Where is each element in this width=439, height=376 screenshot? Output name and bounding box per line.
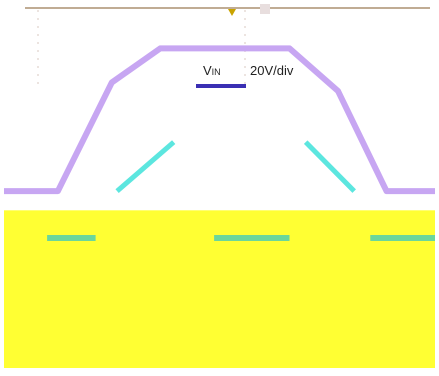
vin-label-name: V (203, 63, 212, 78)
traces (4, 45, 435, 241)
vertical-scale-label: 20V/div (250, 63, 294, 78)
output-falling-trace (303, 140, 356, 193)
trigger-position-marker (260, 4, 270, 14)
input-voltage-trace (4, 45, 435, 195)
yellow-fill-band (4, 210, 435, 368)
vin-label: VIN (203, 63, 221, 78)
vin-label-subscript: IN (212, 67, 221, 77)
output-rising-trace (115, 140, 176, 193)
trigger-marker-icon (228, 9, 236, 16)
vin-channel-marker (196, 84, 246, 88)
